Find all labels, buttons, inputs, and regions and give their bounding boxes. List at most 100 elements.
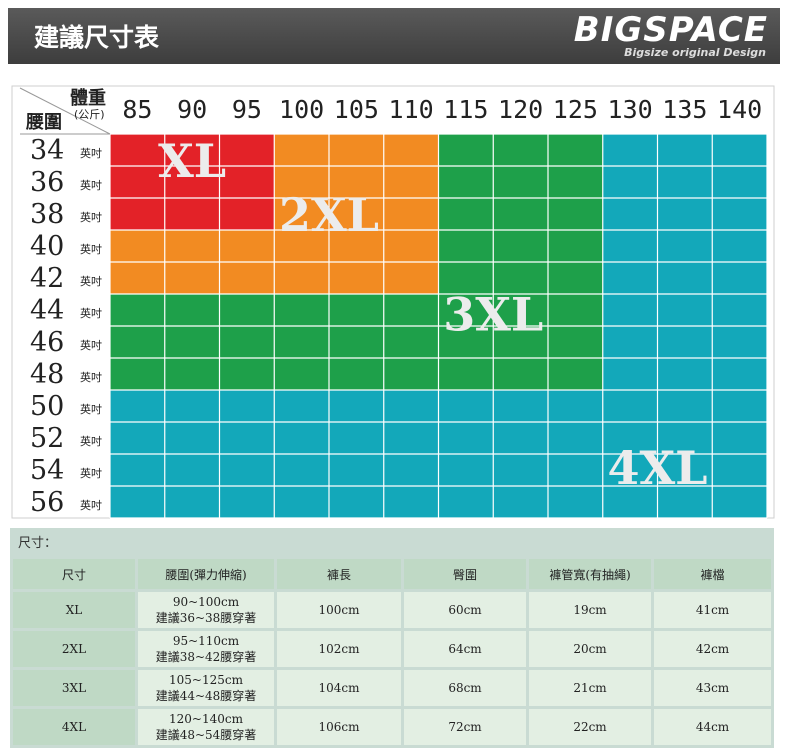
size-cell	[438, 486, 494, 518]
size-cell	[657, 198, 713, 230]
size-cell	[110, 230, 165, 262]
size-cell	[712, 486, 767, 518]
size-cell	[164, 230, 220, 262]
size-cell	[329, 486, 384, 518]
size-cell	[219, 166, 275, 198]
weight-tick: 85	[122, 95, 152, 124]
waist-unit: 英吋	[80, 210, 102, 224]
size-cell	[110, 486, 165, 518]
spec-leg: 19cm	[529, 592, 651, 628]
size-cell	[712, 134, 767, 166]
size-cell	[329, 358, 384, 390]
size-cell	[274, 358, 329, 390]
waist-tick: 34	[30, 135, 64, 166]
size-cell	[493, 262, 548, 294]
size-cell	[493, 390, 548, 422]
spec-waist: 120~140cm 建議48~54腰穿著	[138, 709, 274, 745]
size-cell	[219, 134, 275, 166]
size-cell	[329, 454, 384, 486]
spec-size: 2XL	[13, 631, 135, 667]
waist-unit: 英吋	[80, 338, 102, 352]
size-cell	[110, 358, 165, 390]
size-cell	[329, 198, 384, 230]
size-cell	[164, 294, 220, 326]
size-cell	[383, 454, 439, 486]
spec-crotch: 44cm	[654, 709, 771, 745]
size-cell	[548, 134, 603, 166]
size-cell	[274, 454, 329, 486]
size-cell	[329, 166, 384, 198]
size-cell	[657, 454, 713, 486]
waist-tick: 50	[30, 391, 64, 422]
size-cell	[164, 134, 220, 166]
size-cell	[383, 326, 439, 358]
size-cell	[712, 390, 767, 422]
waist-tick: 38	[30, 199, 64, 230]
size-cell	[274, 262, 329, 294]
size-cell	[274, 134, 329, 166]
spec-waist: 105~125cm 建議44~48腰穿著	[138, 670, 274, 706]
size-cell	[657, 230, 713, 262]
size-cell	[383, 166, 439, 198]
size-cell	[438, 294, 494, 326]
size-cell	[438, 390, 494, 422]
size-cell	[329, 390, 384, 422]
size-cell	[602, 166, 658, 198]
weight-tick: 135	[662, 95, 707, 124]
size-cell	[657, 326, 713, 358]
size-cell	[657, 422, 713, 454]
spec-size: 3XL	[13, 670, 135, 706]
waist-tick: 40	[30, 231, 64, 262]
spec-length: 104cm	[277, 670, 401, 706]
spec-header-length: 褲長	[277, 559, 401, 589]
waist-tick: 46	[30, 327, 64, 358]
size-cell	[712, 326, 767, 358]
size-cell	[219, 326, 275, 358]
size-cell	[493, 454, 548, 486]
weight-tick: 120	[498, 95, 543, 124]
size-cell	[657, 390, 713, 422]
size-cell	[219, 294, 275, 326]
size-cell	[383, 422, 439, 454]
spec-waist-range: 120~140cm	[169, 712, 243, 726]
weight-tick: 130	[608, 95, 653, 124]
spec-leg: 20cm	[529, 631, 651, 667]
size-cell	[329, 134, 384, 166]
spec-size: 4XL	[13, 709, 135, 745]
size-region-label: 4XL	[607, 441, 707, 495]
waist-tick: 52	[30, 423, 64, 454]
waist-tick: 44	[30, 295, 64, 326]
size-cell	[110, 390, 165, 422]
size-cell	[493, 166, 548, 198]
spec-waist-note: 建議38~42腰穿著	[155, 650, 257, 664]
waist-unit: 英吋	[80, 434, 102, 448]
spec-header-size: 尺寸	[13, 559, 135, 589]
spec-caption: 尺寸：	[18, 536, 58, 551]
size-cell	[164, 390, 220, 422]
spec-hip: 68cm	[404, 670, 526, 706]
size-cell	[602, 454, 658, 486]
size-cell	[219, 486, 275, 518]
size-cell	[110, 198, 165, 230]
size-cell	[164, 422, 220, 454]
spec-header-leg: 褲管寬(有抽繩)	[529, 559, 651, 589]
size-chart: 體重(公斤) 腰圍 85 90 95 100 105 110 115 120 125 130 135 14…	[11, 85, 775, 519]
size-cell	[548, 358, 603, 390]
size-cell	[274, 198, 329, 230]
size-cell	[438, 358, 494, 390]
size-cell	[274, 166, 329, 198]
waist-tick: 54	[30, 455, 64, 486]
size-cell	[712, 262, 767, 294]
size-cell	[548, 166, 603, 198]
size-cell	[110, 294, 165, 326]
spec-waist: 95~110cm 建議38~42腰穿著	[138, 631, 274, 667]
brand-subtitle: Bigsize original Design	[624, 46, 766, 59]
size-cell	[493, 486, 548, 518]
size-cell	[712, 454, 767, 486]
size-cell	[438, 454, 494, 486]
size-cell	[329, 294, 384, 326]
size-region-label: XL	[158, 134, 226, 188]
size-cell	[110, 326, 165, 358]
waist-unit: 英吋	[80, 146, 102, 160]
size-cell	[712, 358, 767, 390]
